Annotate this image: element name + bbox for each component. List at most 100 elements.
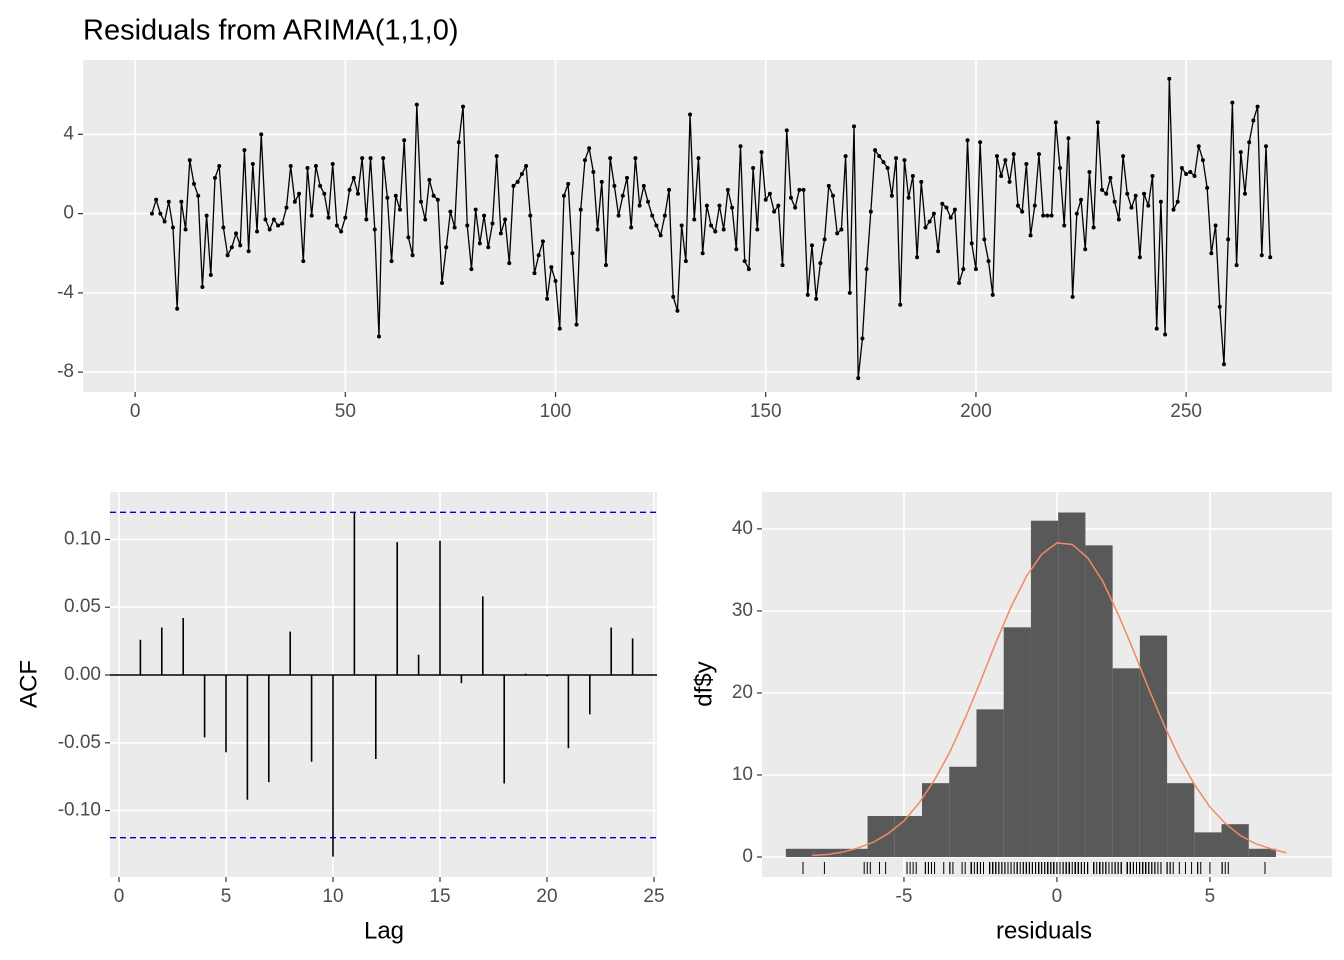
data-point xyxy=(477,241,482,246)
data-point xyxy=(1041,213,1046,218)
data-point xyxy=(208,273,213,278)
data-point xyxy=(994,154,999,159)
data-point xyxy=(549,265,554,270)
data-point xyxy=(372,227,377,232)
histogram-bar xyxy=(922,783,950,857)
data-point xyxy=(709,223,714,228)
data-point xyxy=(646,199,651,204)
data-point xyxy=(873,148,878,153)
data-point xyxy=(936,249,941,254)
data-point xyxy=(406,235,411,240)
data-point xyxy=(574,322,579,327)
data-point xyxy=(1062,223,1067,228)
data-point xyxy=(1179,166,1184,171)
data-point xyxy=(1104,191,1109,196)
y-axis-title: df$y xyxy=(690,661,717,706)
x-tick-label: 5 xyxy=(221,886,232,907)
data-point xyxy=(877,154,882,159)
data-point xyxy=(923,225,928,230)
data-point xyxy=(561,193,566,198)
data-point xyxy=(435,197,440,202)
data-point xyxy=(713,229,718,234)
data-point xyxy=(1184,171,1189,176)
data-point xyxy=(1230,100,1235,105)
data-point xyxy=(389,259,394,264)
y-tick-label: 4 xyxy=(63,123,74,144)
data-point xyxy=(793,205,798,210)
y-tick-label: 40 xyxy=(732,518,753,539)
data-point xyxy=(1003,158,1008,163)
y-tick-label: -0.10 xyxy=(58,800,101,821)
data-point xyxy=(170,225,175,230)
data-point xyxy=(528,213,533,218)
data-point xyxy=(582,158,587,163)
plot-background xyxy=(83,60,1332,392)
histogram-bar xyxy=(813,848,841,857)
histogram-bar xyxy=(1030,520,1059,857)
x-tick-label: 200 xyxy=(960,401,992,422)
data-point xyxy=(1255,104,1260,109)
data-point xyxy=(255,229,260,234)
x-tick-label: -5 xyxy=(896,886,913,907)
y-tick-label: -0.05 xyxy=(58,732,101,753)
data-point xyxy=(1242,191,1247,196)
data-point xyxy=(826,183,831,188)
x-tick-label: 25 xyxy=(643,886,664,907)
data-point xyxy=(624,175,629,180)
data-point xyxy=(494,154,499,159)
data-point xyxy=(385,195,390,200)
data-point xyxy=(259,132,264,137)
data-point xyxy=(1175,199,1180,204)
data-point xyxy=(288,164,293,169)
data-point xyxy=(822,237,827,242)
x-axis-title: residuals xyxy=(996,917,1092,944)
data-point xyxy=(263,217,268,222)
data-point xyxy=(322,191,327,196)
data-point xyxy=(444,245,449,250)
data-point xyxy=(1158,199,1163,204)
data-point xyxy=(490,221,495,226)
x-tick-label: 0 xyxy=(1052,886,1063,907)
data-point xyxy=(431,193,436,198)
data-point xyxy=(797,187,802,192)
histogram-bar xyxy=(1003,627,1031,857)
data-point xyxy=(196,193,201,198)
data-point xyxy=(175,306,180,311)
data-point xyxy=(788,195,793,200)
data-point xyxy=(540,239,545,244)
data-point xyxy=(200,284,205,289)
data-point xyxy=(1196,144,1201,149)
data-point xyxy=(532,271,537,276)
data-point xyxy=(519,171,524,176)
data-point xyxy=(1259,253,1264,258)
data-point xyxy=(780,263,785,268)
data-point xyxy=(330,162,335,167)
data-point xyxy=(696,156,701,161)
y-tick-label: 0.05 xyxy=(64,596,101,617)
y-tick-label: 0 xyxy=(742,846,753,867)
data-point xyxy=(1142,191,1147,196)
data-point xyxy=(1024,162,1029,167)
data-point xyxy=(1049,213,1054,218)
data-point xyxy=(1028,233,1033,238)
x-tick-label: 150 xyxy=(750,401,782,422)
data-point xyxy=(889,193,894,198)
data-point xyxy=(894,156,899,161)
data-point xyxy=(557,326,562,331)
data-point xyxy=(738,144,743,149)
data-point xyxy=(334,223,339,228)
data-point xyxy=(183,227,188,232)
data-point xyxy=(1007,179,1012,184)
data-point xyxy=(1171,207,1176,212)
x-axis-title: Lag xyxy=(364,917,404,944)
data-point xyxy=(835,231,840,236)
data-point xyxy=(1163,332,1168,337)
data-point xyxy=(919,179,924,184)
data-point xyxy=(990,292,995,297)
data-point xyxy=(940,201,945,206)
data-point xyxy=(814,296,819,301)
data-point xyxy=(603,263,608,268)
data-point xyxy=(629,225,634,230)
data-point xyxy=(376,334,381,339)
